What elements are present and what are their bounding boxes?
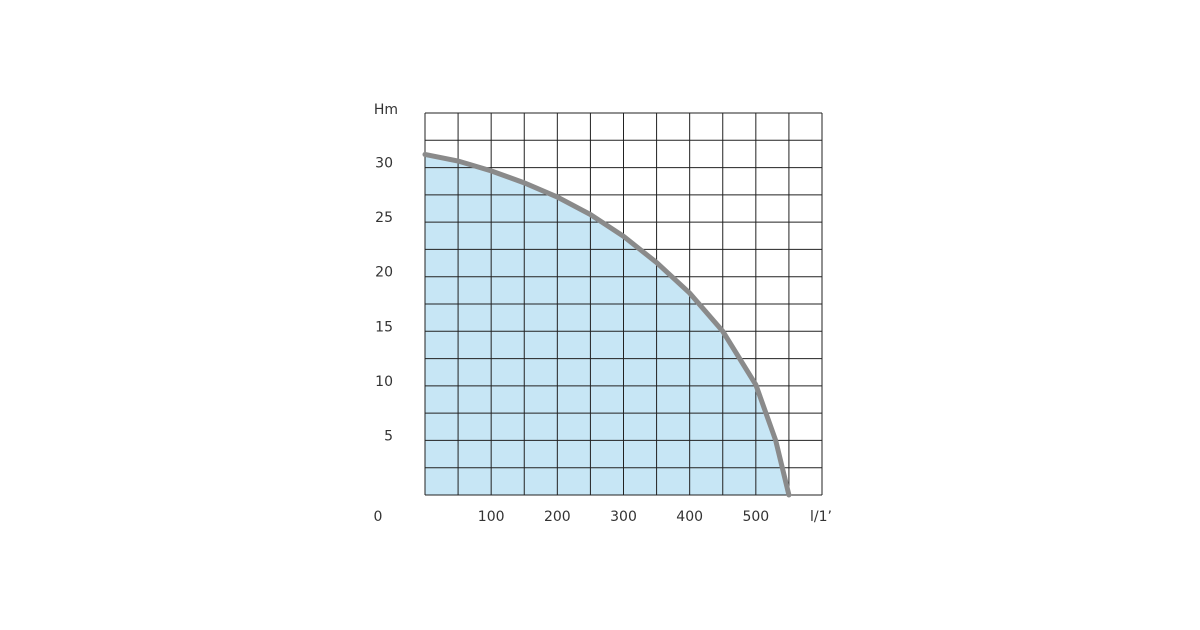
x-tick-label: 300 [610, 509, 637, 525]
y-tick-label: 20 [375, 265, 393, 281]
x-tick-label: 400 [676, 509, 703, 525]
area-fill [425, 154, 789, 495]
y-tick-label: 30 [375, 156, 393, 172]
y-axis-label: Hm [374, 102, 398, 118]
x-axis-label: l/1’ [810, 509, 832, 525]
x-tick-label: 0 [374, 509, 383, 525]
x-tick-label: 200 [544, 509, 571, 525]
x-tick-label: 100 [478, 509, 505, 525]
y-tick-label: 5 [384, 428, 393, 444]
y-tick-label: 25 [375, 210, 393, 226]
curve [422, 151, 792, 498]
y-tick-label: 15 [375, 319, 393, 335]
x-tick-label: 500 [742, 509, 769, 525]
y-tick-label: 10 [375, 374, 393, 390]
